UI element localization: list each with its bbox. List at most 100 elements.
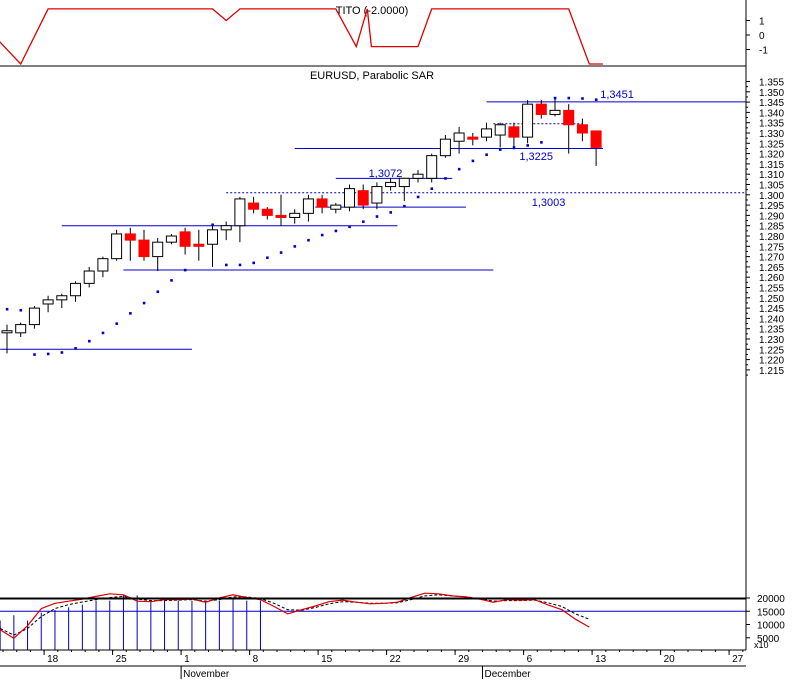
oscillator-y-axis: x10 20000 15000 10000 5000 bbox=[746, 594, 785, 650]
sar-dot bbox=[101, 331, 105, 335]
candle-body-bull bbox=[234, 198, 246, 227]
sar-dot bbox=[362, 220, 365, 223]
price-y-axis: 1.3551.3501.3451.3401.3351.3301.3251.320… bbox=[746, 78, 784, 377]
level-labels: 1,3451 1,3225 1,3072 1,3003 bbox=[369, 89, 634, 209]
x-tick-label: 15 bbox=[321, 654, 333, 665]
oscillator-tick-label: 20000 bbox=[757, 594, 785, 605]
sar-dot bbox=[389, 211, 392, 214]
sar-dot bbox=[320, 233, 324, 237]
parabolic-sar bbox=[5, 96, 598, 356]
price-tick-label: 1.325 bbox=[759, 139, 784, 150]
sar-dot bbox=[293, 245, 297, 248]
sar-dot bbox=[266, 256, 269, 260]
sar-dot bbox=[403, 204, 406, 208]
sar-dot bbox=[553, 96, 557, 100]
price-tick-label: 1.215 bbox=[759, 366, 784, 377]
price-tick-label: 1.320 bbox=[759, 150, 784, 161]
candle-body-bull bbox=[412, 173, 424, 179]
candle-body-bull bbox=[56, 295, 68, 301]
sar-dot bbox=[252, 261, 255, 265]
x-tick-label: 13 bbox=[595, 654, 607, 665]
level-value-label: 1,3451 bbox=[600, 89, 634, 101]
sar-dot bbox=[512, 146, 516, 149]
price-tick-label: 1.275 bbox=[759, 242, 784, 253]
x-tick-label: 22 bbox=[390, 654, 402, 665]
price-tick-label: 1.335 bbox=[759, 119, 784, 130]
tito-panel: TITO (-2.0000) 1 0 -1 bbox=[0, 5, 768, 66]
sar-dot bbox=[19, 308, 23, 312]
candle-body-bull bbox=[28, 307, 40, 326]
candle-body-bear bbox=[357, 190, 369, 206]
candle-body-bull bbox=[426, 155, 438, 179]
candle-body-bull bbox=[439, 138, 451, 157]
price-tick-label: 1.285 bbox=[759, 222, 784, 233]
price-tick-label: 1.270 bbox=[759, 253, 784, 264]
level-value-label: 1,3225 bbox=[519, 151, 553, 163]
candle-body-bull bbox=[302, 198, 314, 214]
sar-dot bbox=[334, 229, 338, 233]
candle-body-bull bbox=[385, 181, 397, 188]
candle-body-bull bbox=[152, 241, 164, 258]
x-tick-label: 6 bbox=[527, 654, 533, 665]
candle-body-bear bbox=[124, 233, 136, 241]
candle-body-bull bbox=[344, 188, 355, 208]
candle-body-bear bbox=[316, 198, 328, 208]
candle-body-bull bbox=[15, 324, 27, 334]
panel-frames bbox=[0, 0, 747, 650]
candle-body-bull bbox=[481, 128, 492, 138]
level-value-label: 1,3072 bbox=[369, 168, 403, 180]
candle-body-bull bbox=[371, 186, 383, 204]
oscillator-main-line bbox=[0, 592, 590, 640]
price-tick-label: 1.245 bbox=[759, 304, 784, 315]
x-tick-label: 29 bbox=[458, 654, 470, 665]
x-tick-label: 27 bbox=[732, 654, 744, 665]
sar-dot bbox=[33, 353, 36, 356]
candle-body-bull bbox=[42, 299, 54, 305]
sar-dot bbox=[348, 225, 351, 229]
price-tick-label: 1.235 bbox=[759, 325, 784, 336]
price-tick-label: 1.355 bbox=[759, 78, 784, 89]
oscillator-tick-label: 15000 bbox=[757, 607, 785, 618]
tito-title: TITO (-2.0000) bbox=[336, 5, 409, 17]
candle-body-bull bbox=[111, 233, 123, 260]
sar-dot bbox=[307, 238, 310, 242]
price-tick-label: 1.345 bbox=[759, 98, 784, 109]
month-label: November bbox=[183, 669, 230, 679]
price-tick-label: 1.300 bbox=[759, 191, 784, 202]
chart-title: EURUSD, Parabolic SAR bbox=[310, 70, 434, 82]
sar-dot bbox=[142, 301, 146, 305]
price-tick-label: 1.255 bbox=[759, 284, 784, 295]
sar-dot bbox=[594, 98, 598, 102]
sar-dot bbox=[457, 167, 461, 171]
tito-y-axis: 1 0 -1 bbox=[746, 17, 768, 57]
sar-dot bbox=[46, 352, 50, 356]
price-tick-label: 1.290 bbox=[759, 211, 784, 222]
candle-body-bull bbox=[207, 229, 218, 245]
price-tick-label: 1.315 bbox=[759, 160, 784, 171]
sar-dot bbox=[238, 263, 242, 267]
candle-body-bull bbox=[289, 212, 301, 218]
sar-dot bbox=[471, 159, 475, 163]
candle-body-bear bbox=[179, 231, 191, 247]
x-tick-label: 25 bbox=[116, 654, 128, 665]
sar-dot bbox=[225, 263, 228, 267]
oscillator-tick-label: 5000 bbox=[757, 634, 780, 645]
candle-body-bear bbox=[193, 243, 205, 247]
price-tick-label: 1.230 bbox=[759, 335, 784, 346]
sar-dot bbox=[375, 215, 379, 218]
oscillator-tick-label: 10000 bbox=[757, 621, 785, 632]
candle-body-bull bbox=[330, 204, 342, 210]
candle-body-bear bbox=[275, 214, 287, 218]
sar-dot bbox=[485, 153, 488, 157]
tito-tick-label: -1 bbox=[759, 46, 768, 57]
price-tick-label: 1.250 bbox=[759, 294, 784, 305]
candle-body-bull bbox=[97, 258, 109, 272]
sar-dot bbox=[74, 347, 77, 350]
price-tick-label: 1.240 bbox=[759, 314, 784, 325]
sar-dot bbox=[211, 223, 214, 227]
price-tick-label: 1.340 bbox=[759, 108, 784, 119]
sar-dot bbox=[444, 177, 447, 180]
sar-dot bbox=[540, 141, 543, 144]
